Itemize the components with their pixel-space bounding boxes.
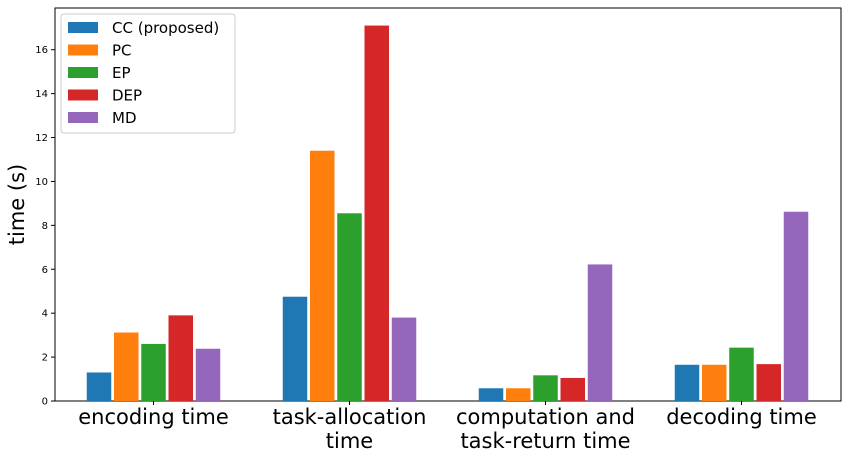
y-tick-label: 8 xyxy=(42,221,48,232)
bar-cc-proposed-0 xyxy=(86,372,112,401)
x-tick-label: task-return time xyxy=(460,429,630,453)
bar-pc-1 xyxy=(310,150,335,401)
y-tick-label: 16 xyxy=(35,45,48,56)
bar-pc-0 xyxy=(114,332,139,401)
bar-dep-3 xyxy=(756,364,781,401)
bar-cc-proposed-2 xyxy=(478,388,504,401)
bar-dep-2 xyxy=(560,377,585,401)
y-tick-label: 10 xyxy=(35,177,48,188)
legend-label: MD xyxy=(112,109,137,127)
legend-label: CC (proposed) xyxy=(112,19,219,37)
bar-md-2 xyxy=(587,264,613,401)
x-tick-label: computation and xyxy=(456,405,635,429)
bar-pc-3 xyxy=(702,364,727,401)
x-tick-label: task-allocation xyxy=(273,405,427,429)
legend-label: DEP xyxy=(112,87,142,105)
bar-dep-0 xyxy=(168,315,193,401)
bar-ep-0 xyxy=(141,343,166,401)
x-tick-label: time xyxy=(326,429,373,453)
y-axis-label: time (s) xyxy=(5,164,29,245)
legend-swatch xyxy=(68,67,98,78)
bar-ep-3 xyxy=(729,347,754,401)
bar-pc-2 xyxy=(506,388,531,401)
plot-frame xyxy=(54,7,842,402)
x-tick-label: encoding time xyxy=(78,405,229,429)
legend-label: PC xyxy=(112,42,132,60)
y-tick-label: 12 xyxy=(35,133,48,144)
y-tick-label: 0 xyxy=(42,397,48,408)
bar-cc-proposed-1 xyxy=(282,296,308,401)
bar-ep-2 xyxy=(533,375,558,401)
legend-label: EP xyxy=(112,64,131,82)
bar-md-1 xyxy=(391,317,417,401)
bar-md-0 xyxy=(195,348,221,401)
y-tick-label: 2 xyxy=(42,353,48,364)
legend-swatch xyxy=(68,112,98,123)
legend-box xyxy=(60,13,236,134)
y-tick-label: 4 xyxy=(42,309,48,320)
legend-swatch xyxy=(68,44,98,56)
legend-swatch xyxy=(68,89,98,101)
bar-md-3 xyxy=(783,211,809,401)
y-tick-label: 14 xyxy=(35,89,48,100)
x-tick-label: decoding time xyxy=(666,405,817,429)
bar-cc-proposed-3 xyxy=(674,364,700,401)
bar-dep-1 xyxy=(364,25,389,402)
legend-swatch xyxy=(68,22,98,33)
bar-ep-1 xyxy=(337,213,362,401)
legend: CC (proposed) PC EP DEP MD xyxy=(60,13,236,134)
y-tick-label: 6 xyxy=(42,265,48,276)
